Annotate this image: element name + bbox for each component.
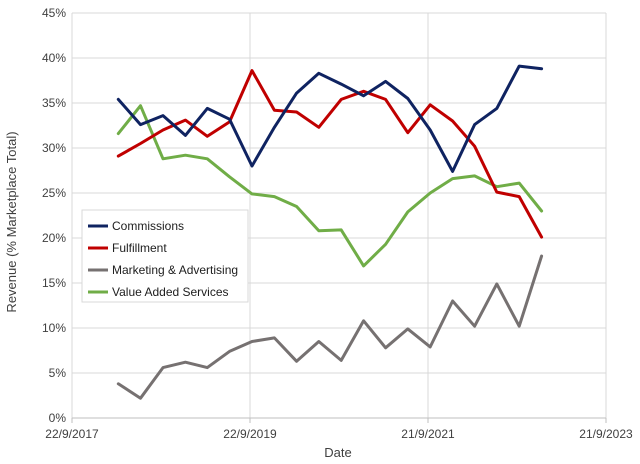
- x-axis-title: Date: [324, 445, 351, 460]
- series-lines: [116, 64, 544, 400]
- legend: Commissions Fulfillment Marketing & Advert…: [81, 209, 249, 303]
- y-tick-label: 45%: [42, 6, 66, 20]
- series-line-marketing-advertising: [116, 254, 544, 400]
- x-axis-ticks: 22/9/2017 22/9/2019 21/9/2021 21/9/2023: [45, 418, 633, 441]
- y-tick-label: 20%: [42, 231, 66, 245]
- series-line-commissions: [116, 64, 544, 173]
- y-tick-label: 0%: [49, 411, 67, 425]
- y-tick-label: 5%: [49, 366, 67, 380]
- x-tick-label: 22/9/2017: [45, 427, 99, 441]
- y-tick-label: 15%: [42, 276, 66, 290]
- legend-entries: Commissions Fulfillment Marketing & Advert…: [88, 219, 238, 299]
- y-tick-label: 25%: [42, 186, 66, 200]
- series-line-value-added-services: [116, 104, 544, 268]
- y-tick-label: 40%: [42, 51, 66, 65]
- y-tick-label: 30%: [42, 141, 66, 155]
- legend-box: [81, 209, 249, 303]
- series-line-fulfillment: [116, 69, 544, 239]
- legend-label: Fulfillment: [112, 241, 167, 255]
- y-tick-label: 10%: [42, 321, 66, 335]
- y-tick-label: 35%: [42, 96, 66, 110]
- legend-label: Commissions: [112, 219, 184, 233]
- y-axis-title: Revenue (% Marketplace Total): [4, 131, 19, 312]
- x-tick-label: 22/9/2019: [223, 427, 277, 441]
- legend-label: Value Added Services: [112, 285, 229, 299]
- y-axis-ticks: 0% 5% 10% 15% 20% 25% 30% 35% 40% 45%: [42, 6, 66, 425]
- x-tick-label: 21/9/2023: [579, 427, 633, 441]
- x-tick-label: 21/9/2021: [401, 427, 455, 441]
- legend-label: Marketing & Advertising: [112, 263, 238, 277]
